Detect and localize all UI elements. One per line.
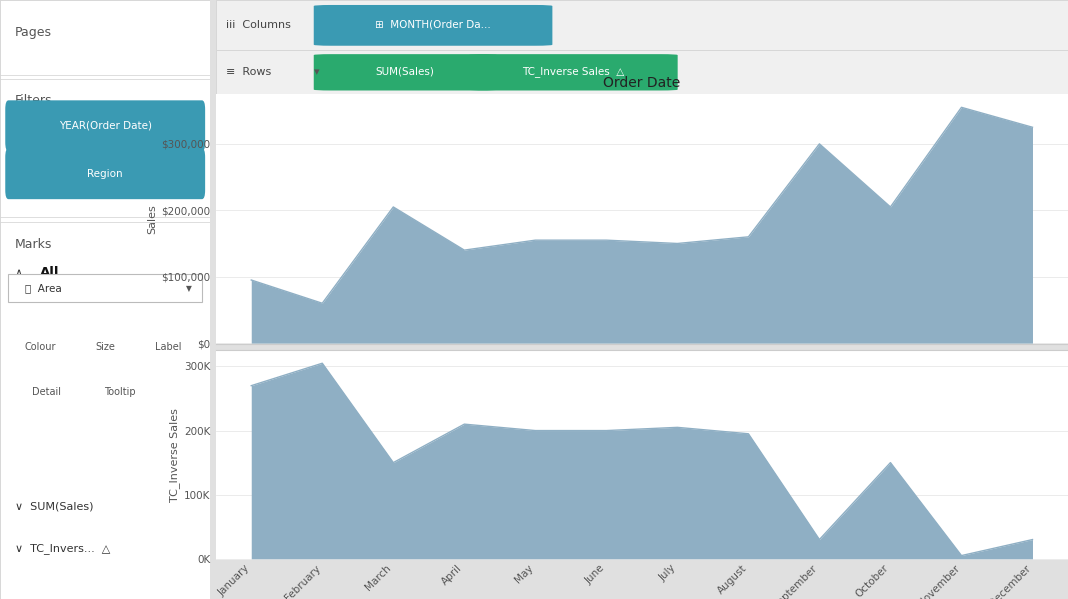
Text: ▼: ▼	[187, 283, 192, 293]
FancyBboxPatch shape	[469, 54, 678, 90]
Bar	[0, 79, 210, 217]
FancyBboxPatch shape	[314, 5, 552, 46]
Text: ≡  Rows: ≡ Rows	[226, 67, 271, 77]
Bar	[0, 222, 210, 599]
Text: Colour: Colour	[25, 343, 56, 352]
Title: Order Date: Order Date	[603, 76, 680, 90]
Text: Tooltip: Tooltip	[104, 388, 136, 397]
Text: iii  Columns: iii Columns	[226, 20, 290, 30]
FancyBboxPatch shape	[314, 54, 497, 90]
Text: SUM(Sales): SUM(Sales)	[376, 67, 435, 77]
Text: Marks: Marks	[15, 238, 52, 251]
Text: ⊞  MONTH(Order Da...: ⊞ MONTH(Order Da...	[375, 20, 491, 30]
Text: ∧: ∧	[15, 268, 22, 277]
Text: ∨  SUM(Sales): ∨ SUM(Sales)	[15, 501, 93, 511]
Y-axis label: TC_Inverse Sales: TC_Inverse Sales	[169, 409, 179, 502]
Text: ∨  TC_Invers...  △: ∨ TC_Invers... △	[15, 543, 110, 553]
Text: TC_Inverse Sales  △: TC_Inverse Sales △	[521, 66, 624, 77]
Text: Detail: Detail	[32, 388, 61, 397]
Text: Size: Size	[95, 343, 115, 352]
Text: ⌒  Area: ⌒ Area	[26, 283, 62, 293]
Bar	[0, 0, 210, 75]
Text: ▾: ▾	[314, 67, 319, 77]
Y-axis label: Sales: Sales	[147, 204, 157, 234]
Text: Pages: Pages	[15, 26, 51, 40]
Text: Label: Label	[155, 343, 182, 352]
Text: Region: Region	[88, 169, 123, 179]
Bar	[9, 274, 202, 302]
Text: YEAR(Order Date): YEAR(Order Date)	[59, 121, 152, 131]
Text: Filters: Filters	[15, 93, 52, 107]
FancyBboxPatch shape	[5, 149, 205, 199]
Text: All: All	[40, 266, 60, 279]
FancyBboxPatch shape	[5, 100, 205, 151]
